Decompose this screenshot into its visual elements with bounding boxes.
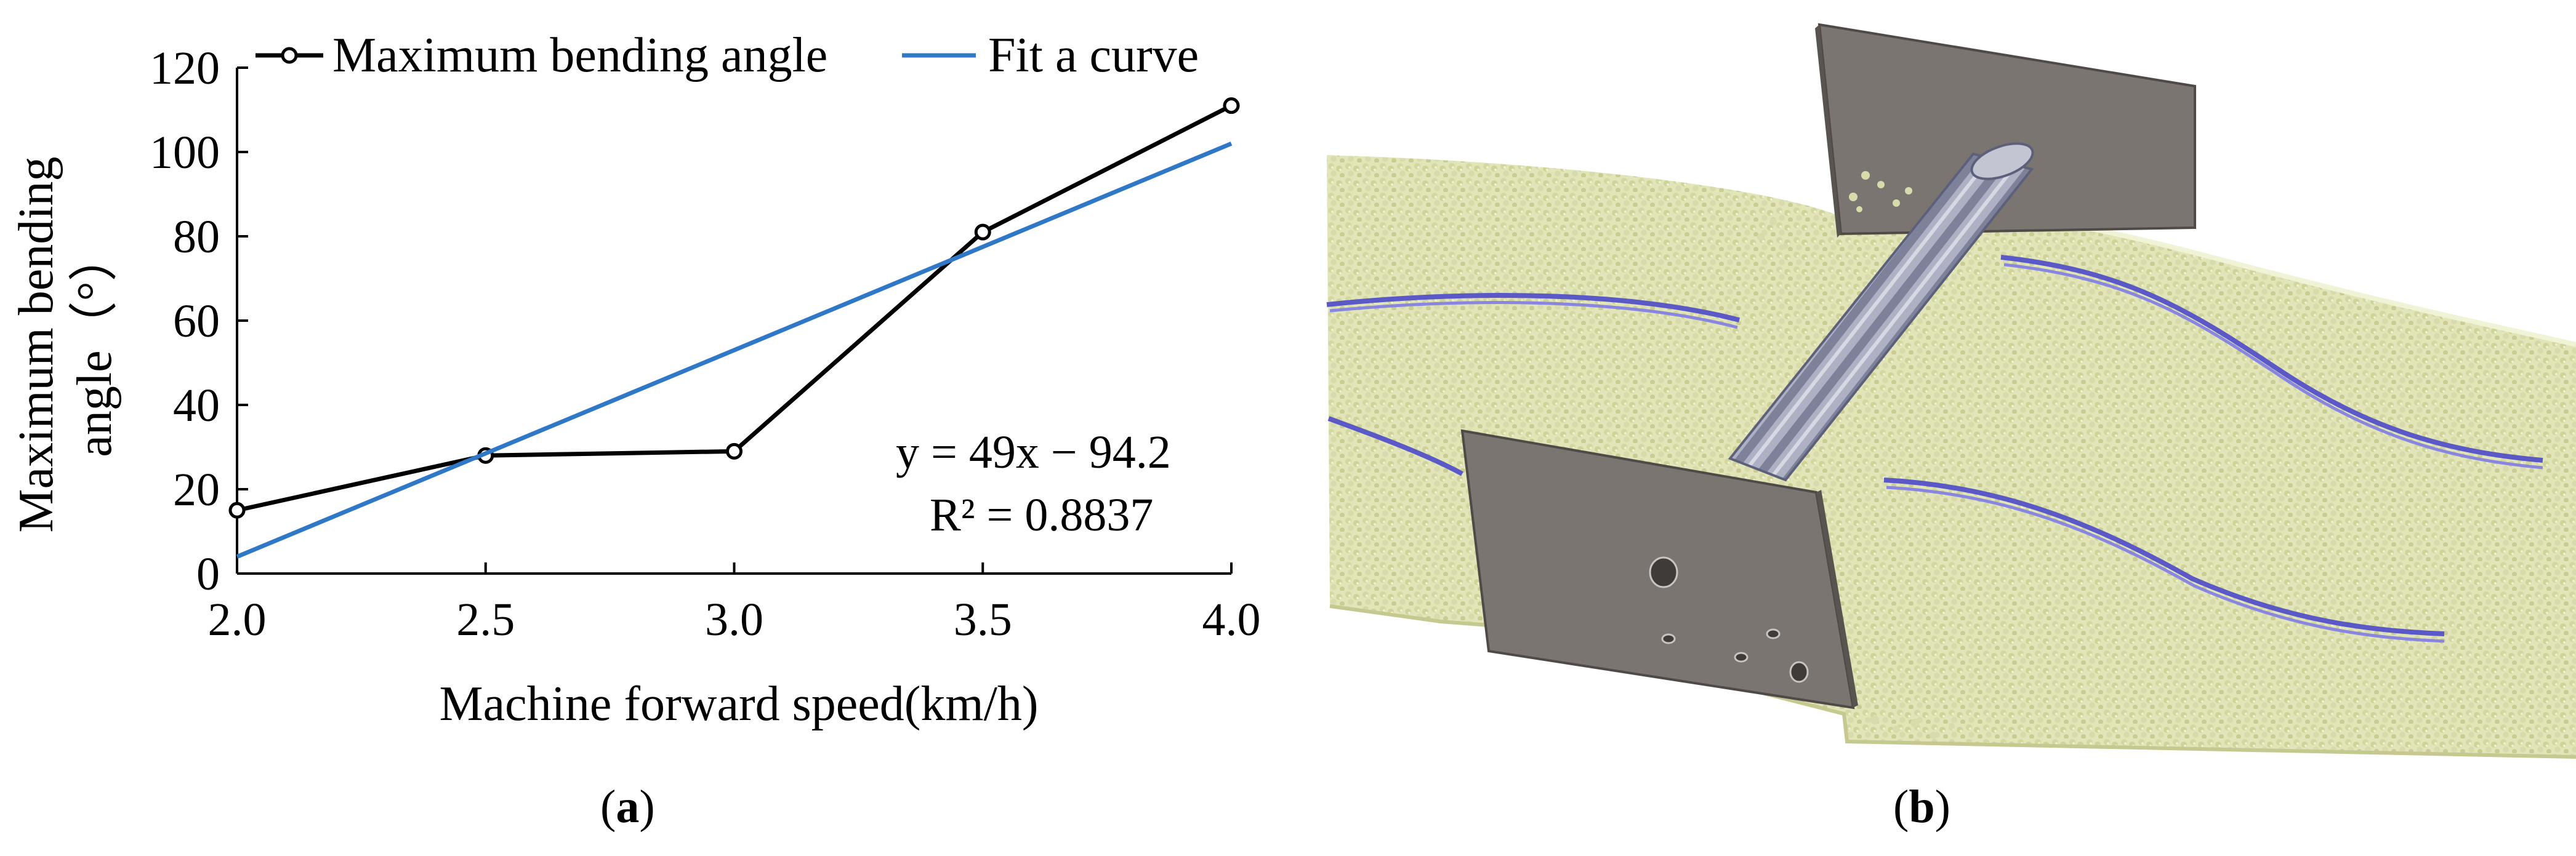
chart-axes: 0 20 40 60 80 100 120 2.0 2.5 3.0 3.5 4.0 bbox=[150, 42, 1261, 646]
legend-label-1: Maximum bending angle bbox=[332, 28, 827, 82]
caption-b: (b) bbox=[1893, 781, 1950, 833]
x-tick-label: 2.0 bbox=[208, 594, 267, 646]
fit-r-squared: R² = 0.8837 bbox=[930, 489, 1153, 541]
x-tick-label: 2.5 bbox=[456, 594, 515, 646]
x-axis-label: Machine forward speed(km/h) bbox=[440, 677, 1039, 731]
legend-label-2: Fit a curve bbox=[988, 28, 1199, 82]
y-axis-label-line1: Maximum bending bbox=[9, 156, 63, 532]
y-tick-label: 100 bbox=[150, 127, 220, 178]
legend-marker-1 bbox=[281, 47, 298, 64]
chart-marks bbox=[228, 97, 1240, 559]
y-tick-label: 120 bbox=[150, 42, 220, 94]
back-plate-edge bbox=[1815, 25, 1841, 238]
blade-curves bbox=[1326, 255, 2543, 643]
y-tick-label: 60 bbox=[173, 295, 220, 347]
chart-legend: Maximum bending angle Fit a curve bbox=[256, 28, 1199, 82]
flying-particles bbox=[1757, 171, 1955, 739]
y-axis-label-line2: angle（°） bbox=[68, 232, 122, 457]
x-tick-label: 4.0 bbox=[1202, 594, 1261, 646]
y-tick-label: 0 bbox=[196, 548, 220, 600]
bending-angle-chart: 0 20 40 60 80 100 120 2.0 2.5 3.0 3.5 4.0 Maximum b… bbox=[9, 28, 1261, 731]
data-point bbox=[726, 442, 743, 460]
front-plate-holes bbox=[1649, 556, 1809, 683]
data-point bbox=[974, 223, 991, 241]
series-line-2 bbox=[236, 142, 1233, 559]
back-plate bbox=[1817, 23, 2196, 236]
caption-a: (a) bbox=[600, 781, 655, 833]
data-point bbox=[228, 502, 246, 519]
x-tick-label: 3.5 bbox=[954, 594, 1012, 646]
shaft-end-cap bbox=[1970, 142, 2034, 180]
y-tick-label: 20 bbox=[173, 464, 220, 516]
y-tick-label: 40 bbox=[173, 380, 220, 431]
fit-equation: y = 49x − 94.2 bbox=[896, 426, 1171, 478]
data-point bbox=[1223, 97, 1240, 114]
front-plate-edge bbox=[1816, 490, 1858, 708]
y-tick-label: 80 bbox=[173, 211, 220, 263]
x-tick-label: 3.0 bbox=[705, 594, 763, 646]
